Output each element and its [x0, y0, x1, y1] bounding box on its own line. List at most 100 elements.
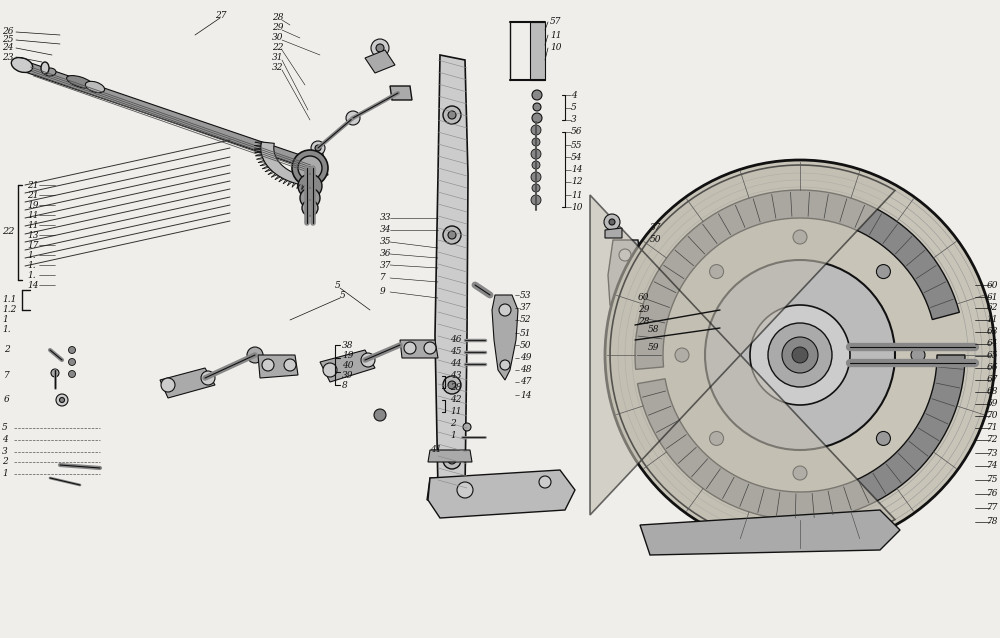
Circle shape: [619, 249, 631, 261]
Text: 71: 71: [986, 424, 998, 433]
Polygon shape: [605, 228, 622, 238]
Circle shape: [311, 141, 325, 155]
Circle shape: [298, 174, 322, 198]
Circle shape: [292, 150, 328, 186]
Text: 70: 70: [986, 412, 998, 420]
Circle shape: [443, 376, 461, 394]
Text: 1: 1: [2, 470, 8, 478]
Circle shape: [499, 304, 511, 316]
Circle shape: [68, 359, 76, 366]
Text: 9: 9: [380, 288, 386, 297]
Text: 7: 7: [4, 371, 10, 380]
Circle shape: [346, 111, 360, 125]
Circle shape: [531, 172, 541, 182]
Text: 41: 41: [430, 445, 442, 454]
Circle shape: [298, 156, 322, 180]
Text: 42: 42: [450, 396, 462, 404]
Text: 59: 59: [648, 343, 660, 353]
Circle shape: [424, 342, 436, 354]
Circle shape: [463, 423, 471, 431]
Text: 11: 11: [27, 211, 38, 219]
Polygon shape: [640, 510, 900, 555]
Circle shape: [376, 44, 384, 52]
Circle shape: [750, 305, 850, 405]
Circle shape: [705, 260, 895, 450]
Text: 60: 60: [986, 281, 998, 290]
Text: 54: 54: [571, 152, 582, 161]
Text: 37: 37: [520, 304, 532, 313]
Circle shape: [710, 431, 724, 445]
Text: 5: 5: [2, 424, 8, 433]
Circle shape: [448, 381, 456, 389]
Text: 66: 66: [986, 364, 998, 373]
Circle shape: [532, 161, 540, 169]
Text: 63: 63: [986, 327, 998, 336]
Polygon shape: [635, 190, 959, 369]
Circle shape: [793, 230, 807, 244]
Text: 57: 57: [550, 17, 562, 27]
Text: 1.: 1.: [2, 325, 11, 334]
Text: 53: 53: [520, 290, 532, 299]
Polygon shape: [390, 86, 412, 100]
Circle shape: [323, 363, 337, 377]
Circle shape: [51, 369, 59, 377]
Circle shape: [605, 160, 995, 550]
Circle shape: [374, 409, 386, 421]
Text: 5: 5: [335, 281, 341, 290]
Text: 28: 28: [638, 318, 650, 327]
Circle shape: [448, 456, 456, 464]
Text: 45: 45: [450, 348, 462, 357]
Circle shape: [876, 431, 890, 445]
Text: 14: 14: [571, 165, 582, 175]
Text: 2: 2: [4, 346, 10, 355]
Circle shape: [710, 265, 724, 279]
Polygon shape: [22, 60, 318, 172]
Text: 37: 37: [380, 260, 392, 269]
Polygon shape: [261, 142, 311, 186]
Polygon shape: [258, 355, 298, 378]
Ellipse shape: [11, 57, 33, 73]
Circle shape: [448, 231, 456, 239]
Circle shape: [443, 106, 461, 124]
Circle shape: [911, 348, 925, 362]
Polygon shape: [428, 450, 472, 462]
Text: 19: 19: [27, 200, 38, 209]
Text: 3: 3: [2, 447, 8, 457]
Ellipse shape: [41, 62, 49, 74]
Text: 36: 36: [380, 249, 392, 258]
Text: 1.: 1.: [27, 271, 36, 279]
Polygon shape: [610, 310, 645, 358]
Text: 34: 34: [380, 225, 392, 235]
Text: 27: 27: [215, 10, 226, 20]
Text: 39: 39: [342, 371, 354, 380]
Text: 11: 11: [450, 408, 462, 417]
Text: 2: 2: [450, 420, 456, 429]
Text: 44: 44: [450, 359, 462, 369]
Text: 26: 26: [2, 27, 14, 36]
Circle shape: [262, 359, 274, 371]
Text: 73: 73: [986, 449, 998, 457]
Text: 33: 33: [380, 214, 392, 223]
Text: 31: 31: [272, 54, 284, 63]
Text: 1.: 1.: [27, 251, 36, 260]
Text: 17: 17: [27, 241, 38, 249]
Text: 75: 75: [986, 475, 998, 484]
Polygon shape: [160, 368, 215, 398]
Circle shape: [448, 111, 456, 119]
Text: 21: 21: [27, 181, 38, 189]
Text: 14: 14: [27, 281, 38, 290]
Text: 1.: 1.: [27, 260, 36, 269]
Text: 29: 29: [638, 306, 650, 315]
Circle shape: [315, 145, 321, 151]
Text: 1.1: 1.1: [2, 295, 16, 304]
Text: 72: 72: [986, 436, 998, 445]
Text: 62: 62: [986, 304, 998, 313]
Polygon shape: [305, 150, 328, 178]
Text: 21: 21: [27, 191, 38, 200]
Polygon shape: [365, 50, 395, 73]
Text: 10: 10: [550, 43, 562, 52]
Circle shape: [56, 394, 68, 406]
Polygon shape: [638, 355, 965, 520]
Text: 22: 22: [272, 43, 284, 52]
Text: 5: 5: [340, 290, 346, 299]
